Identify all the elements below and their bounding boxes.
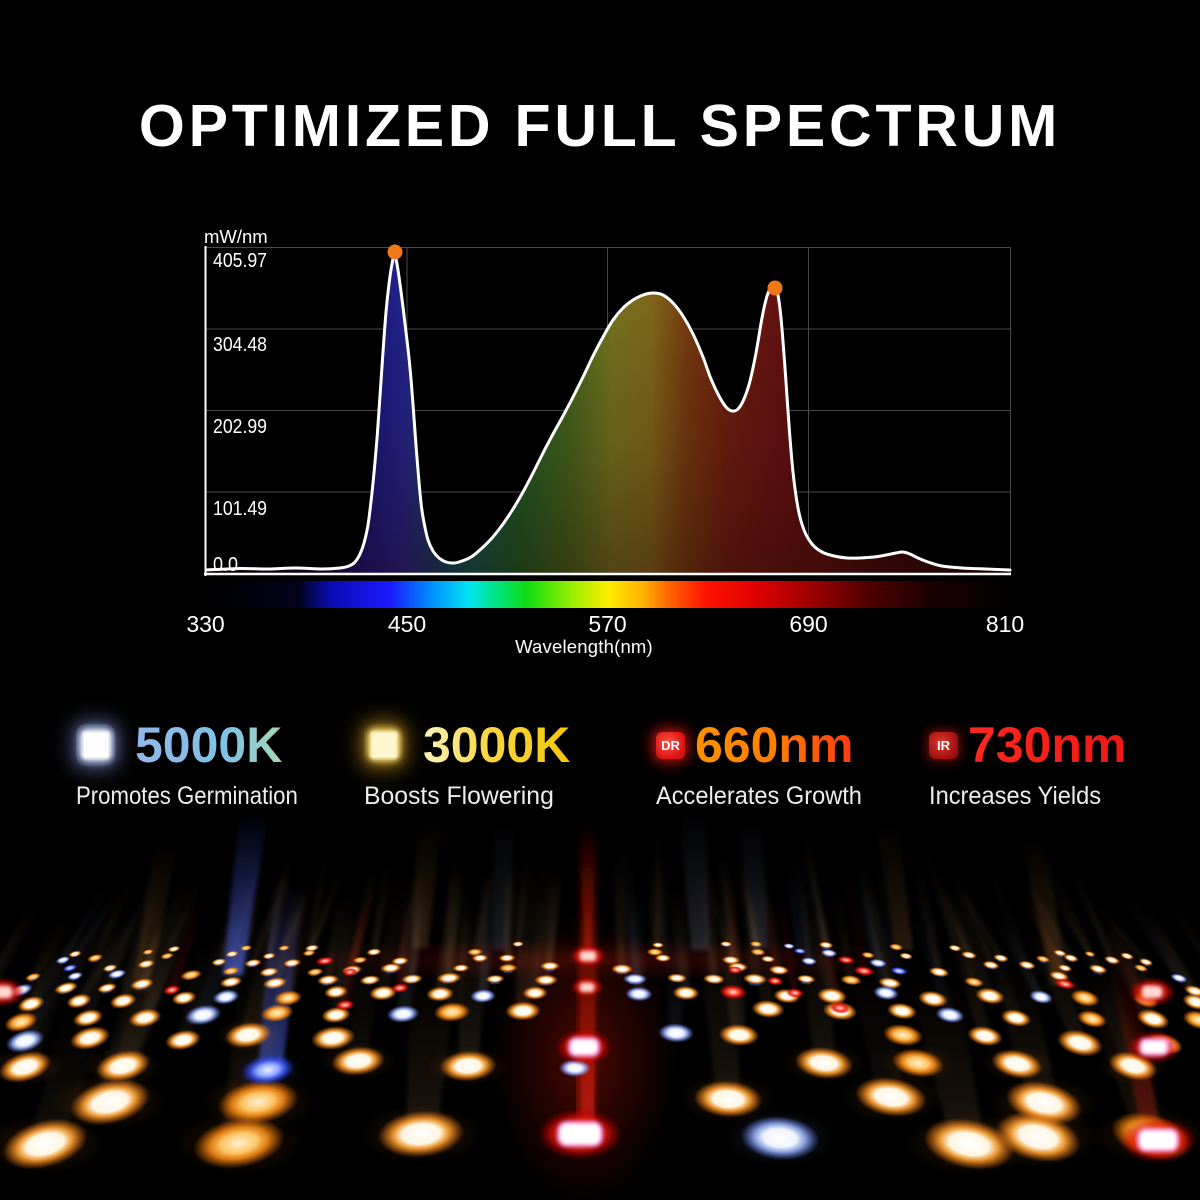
svg-text:690: 690 <box>789 611 827 637</box>
svg-text:810: 810 <box>986 611 1024 637</box>
svg-text:0.0: 0.0 <box>213 553 238 576</box>
svg-text:570: 570 <box>588 611 626 637</box>
svg-text:450: 450 <box>388 611 426 637</box>
svg-text:101.49: 101.49 <box>213 497 267 520</box>
svg-text:330: 330 <box>186 611 224 637</box>
svg-text:405.97: 405.97 <box>213 249 267 272</box>
svg-text:304.48: 304.48 <box>213 333 267 356</box>
svg-text:mW/nm: mW/nm <box>204 226 268 247</box>
svg-text:Wavelength(nm): Wavelength(nm) <box>515 636 653 657</box>
svg-text:202.99: 202.99 <box>213 415 267 438</box>
